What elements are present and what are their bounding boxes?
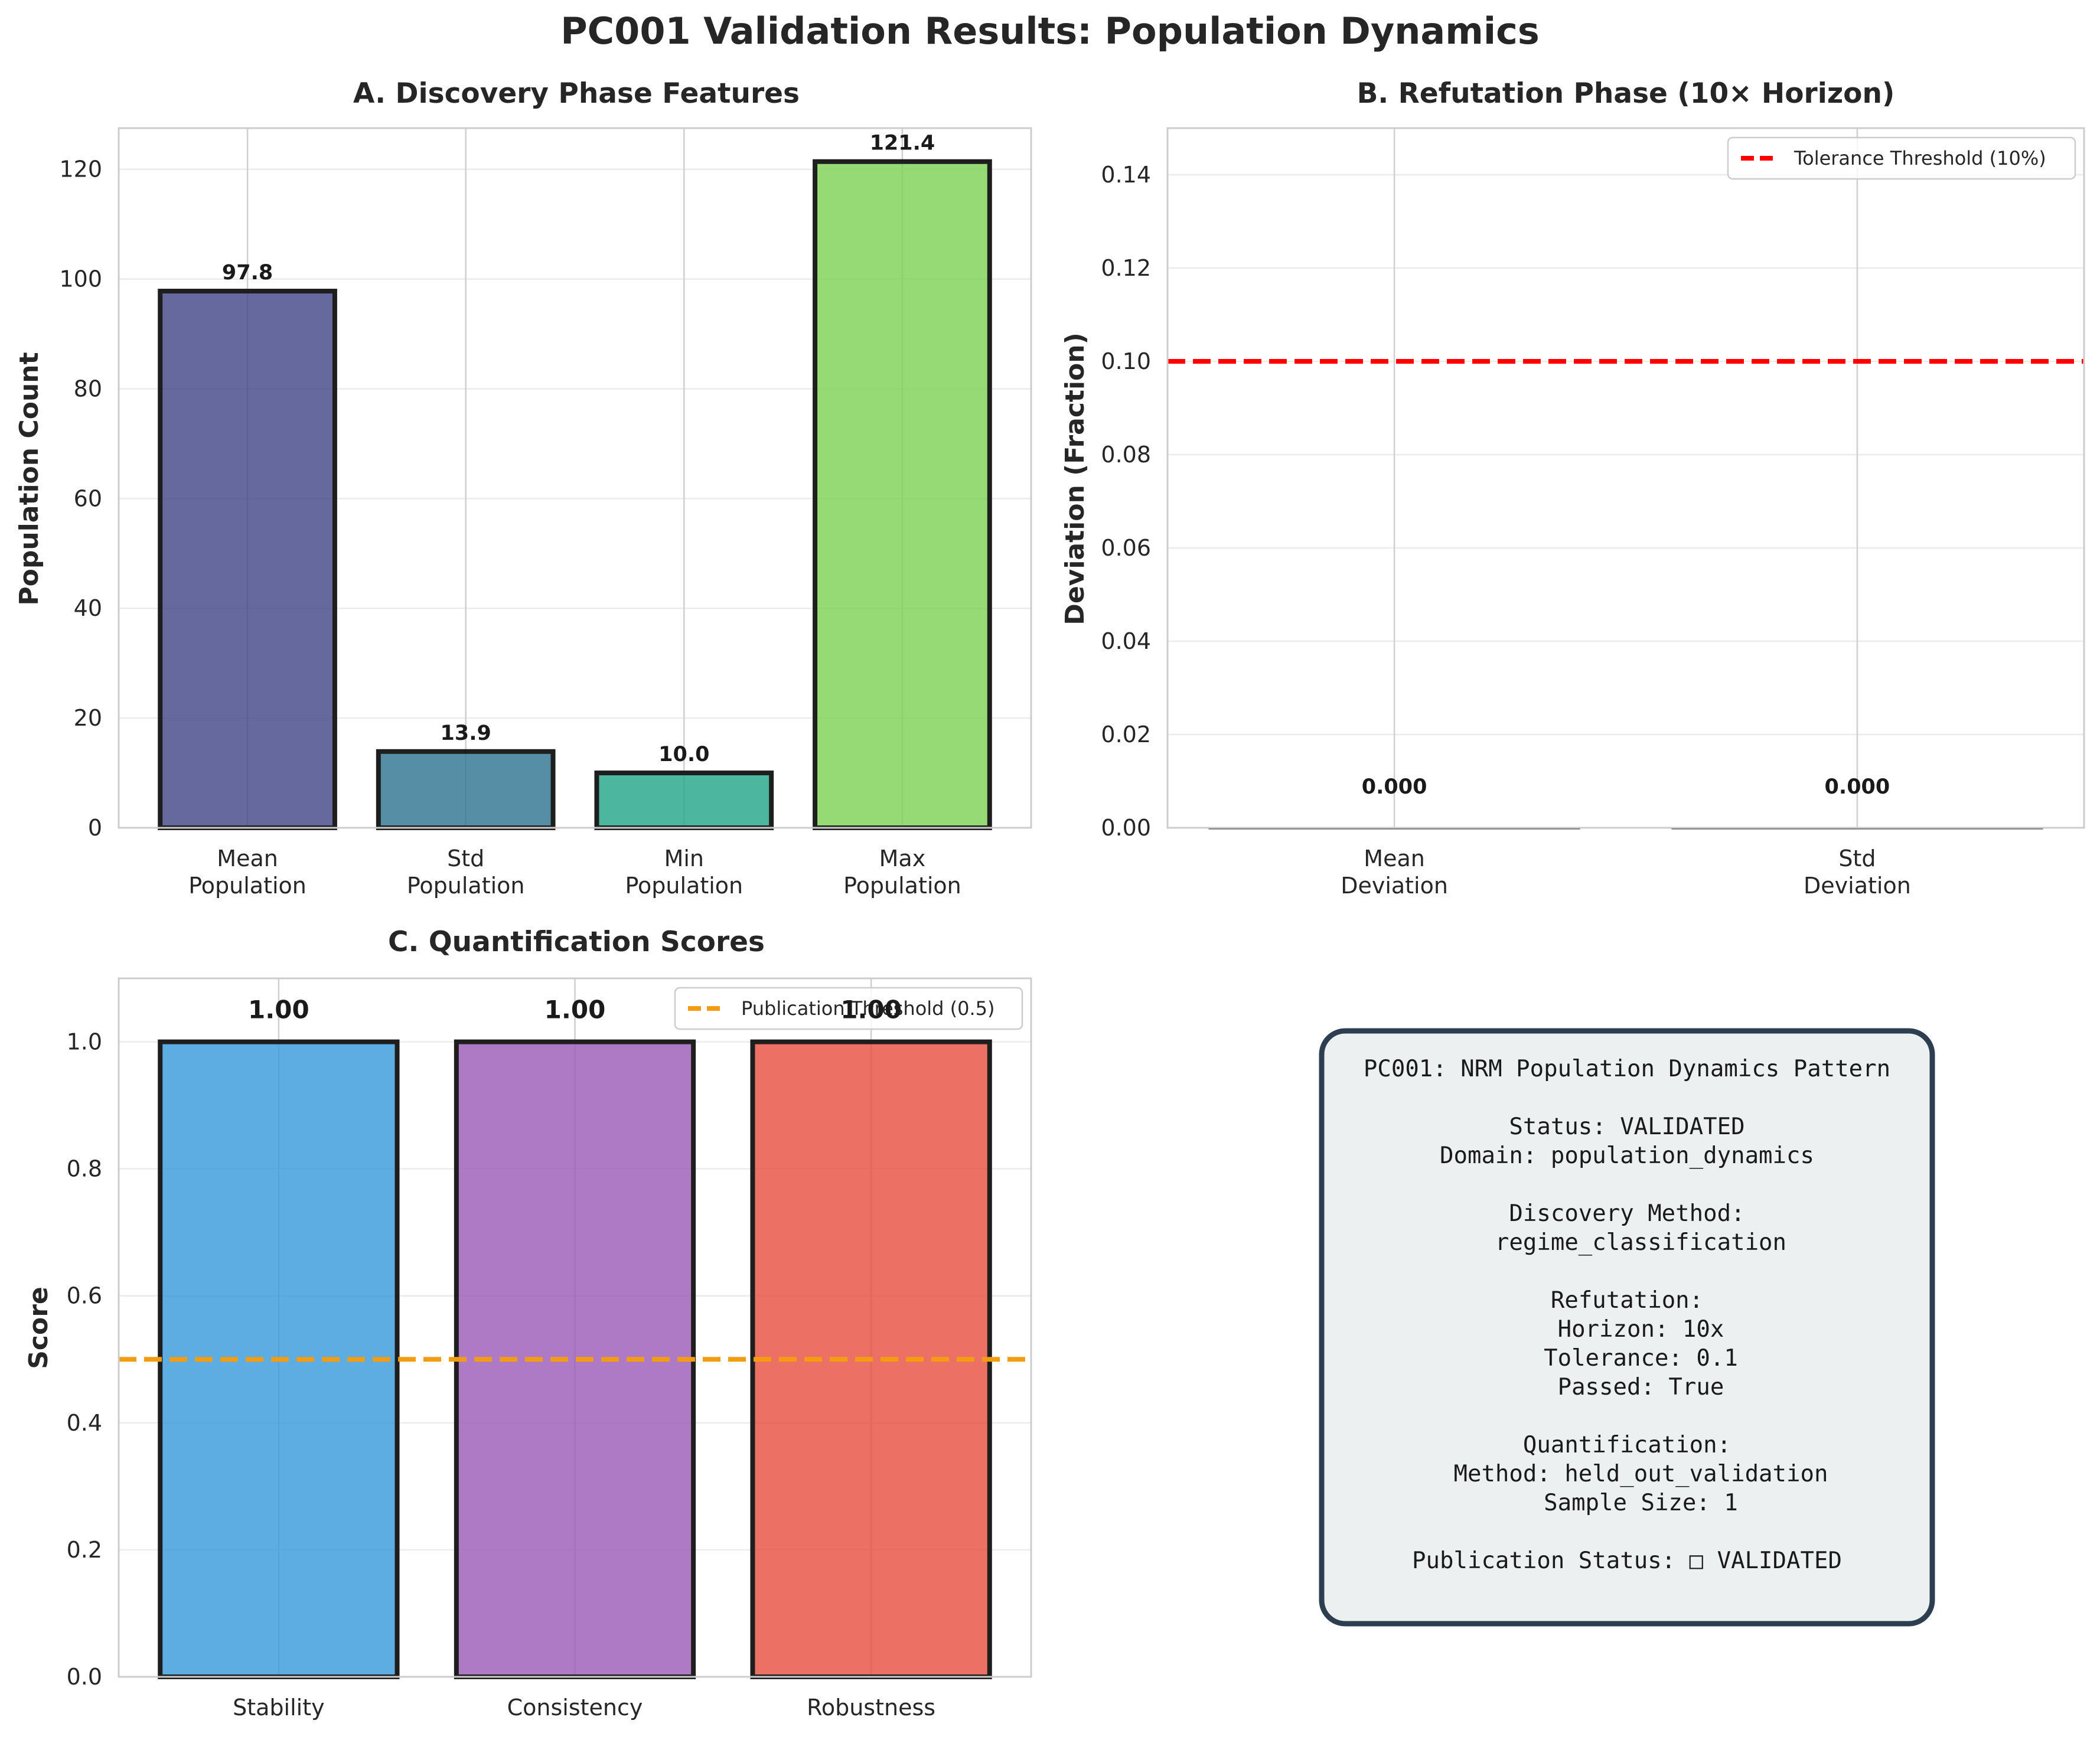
- summary-line: Publication Status: □ VALIDATED: [1412, 1548, 1842, 1574]
- panel-b-y-tick-label: 0.06: [1101, 535, 1151, 561]
- panel-b-x-tick-label: Deviation: [1804, 873, 1911, 899]
- panel-c-y-axis-label: Score: [24, 1287, 54, 1369]
- panel-c-legend-label: Publication Threshold (0.5): [741, 997, 995, 1020]
- panel-c-value-label: 1.00: [840, 995, 902, 1024]
- panel-b-title: B. Refutation Phase (10× Horizon): [1357, 77, 1895, 110]
- panel-a-value-label: 121.4: [870, 132, 935, 155]
- summary-line: Sample Size: 1: [1516, 1490, 1738, 1516]
- panel-c-x-tick-label: Stability: [233, 1695, 325, 1721]
- panel-a-x-tick-label: Population: [625, 873, 743, 899]
- panel-a-y-axis-label: Population Count: [14, 352, 44, 605]
- panel-a-y-tick-label: 120: [59, 156, 102, 182]
- summary-line: PC001: NRM Population Dynamics Pattern: [1364, 1056, 1890, 1082]
- panel-b-y-tick-label: 0.04: [1101, 628, 1151, 654]
- panel-a-x-tick-label: Mean: [217, 845, 278, 871]
- figure-title: PC001 Validation Results: Population Dyn…: [560, 9, 1540, 53]
- panel-c-y-tick-label: 0.0: [67, 1664, 102, 1690]
- panel-b-legend: [1727, 136, 2076, 180]
- panel-a-x-tick-label: Std: [447, 845, 484, 871]
- panel-c-title: C. Quantification Scores: [388, 926, 765, 958]
- panel-a-value-label: 13.9: [441, 722, 491, 745]
- panel-a-y-tick-label: 60: [74, 485, 102, 511]
- panel-c-value-label: 1.00: [248, 995, 309, 1024]
- panel-a-bar: [594, 771, 774, 831]
- panel-a-y-tick-label: 20: [74, 705, 102, 731]
- panel-c-x-tick-label: Consistency: [507, 1695, 643, 1721]
- panel-b-refutation-phase: B. Refutation Phase (10× Horizon) Deviat…: [1060, 77, 2085, 899]
- panel-a-x-tick-label: Max: [879, 845, 926, 871]
- summary-box-frame: [1319, 1028, 1935, 1627]
- panel-b-plot-area: [1168, 128, 2084, 828]
- panel-c-y-tick-label: 0.6: [67, 1283, 102, 1309]
- panel-a-bar: [813, 159, 992, 831]
- panel-b-legend-label: Tolerance Threshold (10%): [1794, 147, 2046, 169]
- panel-b-value-label: 0.000: [1362, 775, 1427, 799]
- panel-a-y-tick-label: 100: [59, 266, 102, 292]
- panel-c-quantification-scores: C. Quantification Scores Score 0.0 0.2 0.4…: [24, 926, 1032, 1721]
- panel-c-x-tick-label: Robustness: [807, 1695, 935, 1721]
- panel-b-x-tick-label: Deviation: [1341, 873, 1448, 899]
- panel-a-x-tick-label: Population: [843, 873, 961, 899]
- panel-c-y-tick-label: 0.8: [67, 1156, 102, 1182]
- panel-a-axes-frame: [118, 127, 1032, 829]
- panel-a-title: A. Discovery Phase Features: [353, 77, 800, 110]
- panel-a-y-tick-label: 0: [88, 815, 102, 841]
- panel-a-x-tick-label: Population: [188, 873, 306, 899]
- panel-a-discovery-features: A. Discovery Phase Features Population C…: [14, 77, 1032, 899]
- panel-b-y-tick-label: 0.08: [1101, 442, 1151, 468]
- summary-line: Discovery Method:: [1509, 1200, 1744, 1227]
- panel-c-value-label: 1.00: [544, 995, 606, 1024]
- panel-c-y-tick-label: 0.2: [67, 1537, 102, 1563]
- summary-line: Passed: True: [1530, 1374, 1724, 1401]
- panel-a-bar: [158, 289, 337, 831]
- panel-b-y-tick-label: 0.14: [1101, 162, 1151, 188]
- panel-a-x-tick-label: Min: [664, 845, 704, 871]
- panel-c-legend: [674, 987, 1023, 1030]
- panel-a-x-tick-label: Population: [407, 873, 525, 899]
- panel-b-y-tick-label: 0.00: [1101, 815, 1151, 841]
- panel-b-y-tick-label: 0.02: [1101, 722, 1151, 747]
- summary-line: regime_classification: [1468, 1229, 1786, 1256]
- summary-line: Tolerance: 0.1: [1516, 1345, 1738, 1372]
- summary-line: Method: held_out_validation: [1426, 1461, 1828, 1487]
- panel-a-value-label: 10.0: [658, 743, 709, 766]
- summary-line: Horizon: 10x: [1530, 1316, 1724, 1343]
- validation-summary-box: PC001: NRM Population Dynamics Pattern St…: [1319, 1028, 1935, 1627]
- panel-c-axes-frame: [118, 977, 1032, 1678]
- panel-c-y-tick-label: 0.4: [67, 1410, 102, 1436]
- summary-line: Domain: population_dynamics: [1440, 1142, 1814, 1169]
- panel-c-y-tick-label: 1.0: [67, 1029, 102, 1055]
- panel-a-y-tick-label: 80: [74, 376, 102, 401]
- panel-a-y-tick-label: 40: [74, 595, 102, 621]
- panel-a-bar: [376, 749, 556, 830]
- panel-b-value-label: 0.000: [1825, 775, 1890, 799]
- panel-b-axes-frame: [1166, 127, 2085, 829]
- summary-line: Quantification:: [1523, 1432, 1731, 1458]
- panel-b-y-tick-label: 0.12: [1101, 255, 1151, 281]
- panel-b-x-tick-label: Mean: [1364, 845, 1425, 871]
- panel-a-value-label: 97.8: [222, 261, 273, 285]
- panel-b-y-tick-label: 0.10: [1101, 348, 1151, 374]
- summary-line: Refutation:: [1551, 1287, 1703, 1314]
- summary-line: Status: VALIDATED: [1509, 1114, 1744, 1140]
- panel-b-y-axis-label: Deviation (Fraction): [1060, 332, 1090, 625]
- panel-b-x-tick-label: Std: [1838, 845, 1876, 871]
